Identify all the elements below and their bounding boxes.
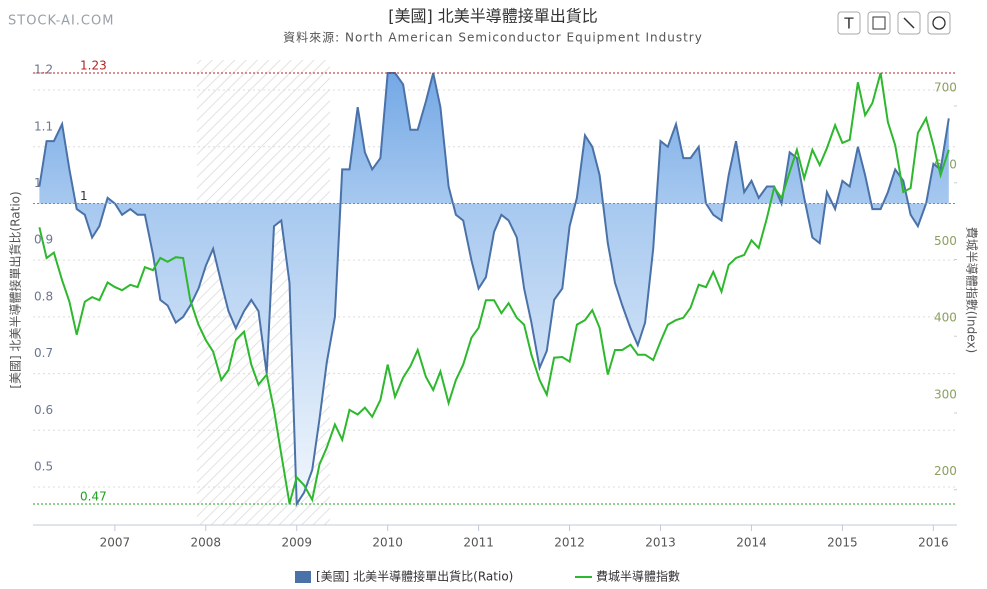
y-tick-label: 0.9 [34,233,53,247]
x-tick-label: 2012 [554,536,585,550]
toolbar: T [837,11,951,35]
watermark: STOCK-AI.COM [8,14,114,29]
chart-title: [美國] 北美半導體接單出貨比 [388,7,598,26]
y-tick-label: 0.6 [34,403,53,417]
y2-tick-label: 300 [934,387,957,401]
y-tick-label: 0.5 [34,460,53,474]
y-tick-label: 0.7 [34,346,53,360]
line-tool-button[interactable] [897,11,921,35]
y2-tick-label: 400 [934,311,957,325]
legend-swatch [295,571,311,583]
y2-tick-label: 500 [934,234,957,248]
x-tick-label: 2009 [281,536,312,550]
x-tick-label: 2015 [827,536,858,550]
y-tick-label: 1 [34,176,42,190]
area [39,73,949,504]
y2-axis-title: 費城半導體指數(Index) [965,227,980,353]
chart-subtitle: 資料來源: North American Semiconductor Equip… [283,31,703,45]
reference-label: 0.47 [80,490,107,504]
x-tick-label: 2007 [100,536,131,550]
reference-label: 1.23 [80,59,107,73]
legend-label: 費城半導體指數 [596,569,680,584]
y-axis-title: [美國] 北美半導體接單出貨比(Ratio) [8,191,23,388]
legend-label: [美國] 北美半導體接單出貨比(Ratio) [316,569,513,584]
circle-tool-button[interactable] [927,11,951,35]
y-tick-label: 1.2 [34,63,53,77]
text-tool-label: T [843,15,854,33]
x-tick-label: 2016 [918,536,949,550]
rect-tool-button[interactable] [867,11,891,35]
y2-tick-label: 700 [934,81,957,95]
y-tick-label: 1.1 [34,119,53,133]
x-tick-label: 2014 [736,536,767,550]
reference-label: 1 [80,189,88,203]
x-tick-label: 2011 [463,536,494,550]
text-tool-button[interactable]: T [837,11,861,35]
x-tick-label: 2013 [645,536,676,550]
line [38,72,950,504]
y-tick-label: 0.8 [34,289,53,303]
x-tick-label: 2008 [191,536,222,550]
x-tick-label: 2010 [372,536,403,550]
line [38,72,950,508]
y2-tick-label: 200 [934,464,957,478]
